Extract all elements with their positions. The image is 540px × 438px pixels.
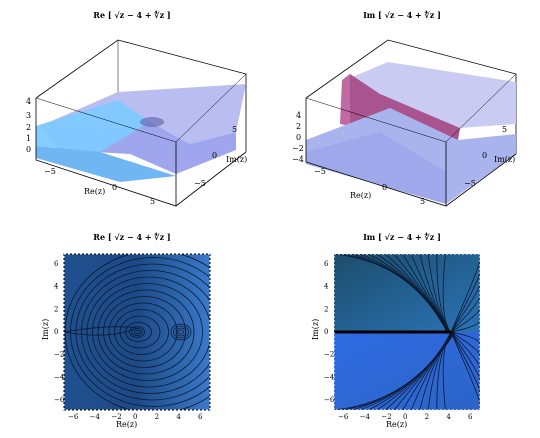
contour-line (108, 302, 178, 362)
im-tick-label: 5 (232, 125, 237, 134)
z-tick-label: 4 (296, 111, 301, 120)
im-axis-label: Im(z) (226, 155, 247, 164)
y-tick-label: 4 (54, 283, 59, 291)
contour-line (173, 325, 189, 339)
y-tick-label: −2 (324, 351, 334, 359)
re-axis-label: Re(z) (84, 187, 105, 196)
re-tick-label: −5 (44, 167, 56, 176)
contour-line (334, 331, 456, 410)
y-tick-label: −6 (324, 396, 335, 404)
x-tick-label: −2 (111, 413, 121, 421)
contour-line (75, 263, 210, 401)
contour-line (450, 331, 480, 357)
contour-lines-im (334, 254, 480, 410)
contour-plot-im: −6 −4 −2 0 2 4 6 6 4 2 0 −2 −4 −6 Re(z) Im(z) (311, 253, 481, 429)
y-tick-label: 6 (324, 260, 329, 268)
plot-title-im-contour: Im [ √z − 4 + ∜z ] (363, 232, 441, 242)
contour-line (103, 296, 186, 368)
z-tick-label: −4 (292, 155, 304, 164)
y-axis-label: Im(z) (41, 319, 50, 340)
y-tick-label: 2 (324, 305, 328, 313)
x-tick-label: 0 (403, 413, 407, 421)
re-tick-label: 0 (382, 183, 387, 192)
y-tick-label: −6 (54, 396, 65, 404)
x-tick-label: −2 (381, 413, 391, 421)
y-tick-label: −4 (54, 373, 65, 381)
x-tick-label: −4 (360, 413, 371, 421)
x-tick-label: 2 (155, 413, 159, 421)
contour-line (70, 257, 210, 407)
re-tick-label: 0 (112, 183, 117, 192)
y-tick-label: −2 (54, 351, 64, 359)
z-tick-label: 3 (26, 111, 31, 120)
contour-plot-re: −6 −4 −2 0 2 4 6 6 4 2 0 −2 −4 −6 Re(z) Im(z) (41, 253, 211, 429)
re-axis-label: Re(z) (350, 191, 371, 200)
contour-line (442, 254, 452, 333)
im-tick-label: 5 (502, 125, 507, 134)
im-tick-label: 0 (212, 151, 217, 160)
re-tick-label: −5 (314, 167, 326, 176)
contour-line (450, 331, 480, 369)
contour-line (450, 331, 480, 393)
x-tick-label: −6 (68, 413, 79, 421)
plot-title-re-contour: Re [ √z − 4 + ∜z ] (93, 232, 171, 242)
contour-line (175, 327, 187, 337)
im-axis-label: Im(z) (494, 155, 515, 164)
contour-line (170, 323, 192, 341)
contour-line (129, 326, 145, 338)
im-tick-label: −5 (194, 179, 206, 188)
re-tick-label: 5 (150, 197, 155, 206)
x-tick-label: −4 (90, 413, 101, 421)
contour-line (134, 329, 140, 335)
im-tick-label: 0 (482, 151, 487, 160)
contour-line (450, 331, 480, 381)
x-axis-label: Re(z) (386, 420, 407, 429)
contour-line (64, 326, 139, 336)
contour-line (450, 331, 480, 405)
y-tick-label: 0 (54, 328, 58, 336)
contour-line (450, 331, 480, 345)
contour-line (97, 289, 195, 375)
z-tick-label: 0 (296, 133, 301, 142)
contour-line (86, 276, 210, 388)
contour-lines-re (64, 254, 210, 410)
re-tick-label: 5 (420, 197, 425, 206)
contour-line (92, 283, 203, 381)
contour-line (178, 329, 184, 335)
plot-title-re-3d: Re [ √z − 4 + ∜z ] (93, 10, 171, 20)
contour-line (81, 270, 210, 394)
z-tick-label: 2 (26, 123, 31, 132)
x-tick-label: 6 (468, 413, 473, 421)
x-tick-label: 2 (425, 413, 429, 421)
z-tick-label: 4 (26, 97, 31, 106)
y-tick-label: 0 (324, 328, 328, 336)
x-tick-label: 4 (176, 413, 181, 421)
z-tick-label: 2 (296, 122, 301, 131)
y-axis-label: Im(z) (311, 319, 320, 340)
z-tick-label: −2 (292, 144, 304, 153)
im-tick-label: −5 (464, 179, 476, 188)
contour-line (114, 309, 169, 355)
z-tick-label: 1 (26, 134, 31, 143)
x-axis-label: Re(z) (116, 420, 137, 429)
z-tick-label: 0 (26, 145, 31, 154)
plot-title-im-3d: Im [ √z − 4 + ∜z ] (363, 10, 441, 20)
x-tick-label: −6 (338, 413, 349, 421)
x-tick-label: 4 (446, 413, 451, 421)
x-tick-label: 0 (133, 413, 137, 421)
y-tick-label: 4 (324, 283, 329, 291)
y-tick-label: 2 (54, 305, 58, 313)
y-tick-label: 6 (54, 260, 59, 268)
x-tick-label: 6 (198, 413, 203, 421)
surface-plot-im: 4 2 0 −2 −4 −5 0 5 Re(z) 5 0 −5 Im(z) (292, 39, 517, 207)
y-tick-label: −4 (324, 373, 335, 381)
surface-plot-re: 4 3 2 1 0 −5 0 5 Re(z) 5 0 −5 Im(z) (26, 39, 247, 207)
contour-line (119, 315, 161, 349)
